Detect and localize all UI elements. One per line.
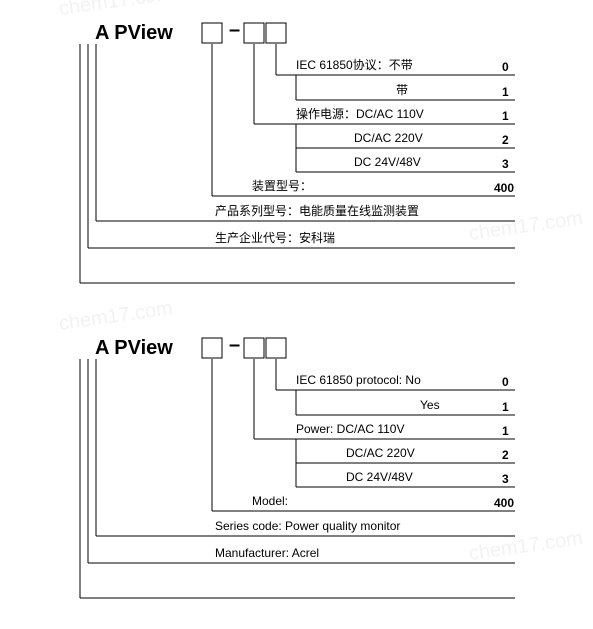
line-0-code: 0 [502, 375, 509, 389]
line-5-label: 装置型号： [252, 179, 312, 193]
model-prefix: A PView [95, 22, 173, 44]
model-dash: – [229, 19, 240, 41]
line-1-label: Yes [420, 398, 440, 412]
model-dash: – [229, 334, 240, 356]
model-prefix: A PView [95, 337, 173, 359]
line-0-label: IEC 61850 protocol: No [296, 373, 421, 387]
line-2-code: 1 [502, 109, 509, 123]
line-1-label: 带 [396, 83, 408, 97]
line-2-label: 操作电源：DC/AC 110V [296, 106, 424, 121]
placeholder-box-2 [266, 23, 286, 43]
line-5-label: Model: [252, 494, 288, 508]
line-3-code: 2 [502, 133, 509, 147]
line-2-code: 1 [502, 424, 509, 438]
line-3-label: DC/AC 220V [354, 131, 423, 145]
line-0-code: 0 [502, 60, 509, 74]
line-6-label: Series code: Power quality monitor [215, 519, 400, 533]
line-1-code: 1 [502, 85, 509, 99]
line-7-label: Manufacturer: Acrel [215, 546, 319, 560]
placeholder-box-0 [202, 338, 222, 358]
placeholder-box-0 [202, 23, 222, 43]
line-0-label: IEC 61850协议：不带 [296, 57, 413, 72]
line-3-label: DC/AC 220V [346, 446, 415, 460]
line-2-label: Power: DC/AC 110V [296, 422, 405, 436]
placeholder-box-1 [244, 23, 264, 43]
ordering-block-1: A PView – IEC 61850协议：不带 0 带 1 操作电源：DC/AC 110V… [80, 19, 515, 283]
placeholder-box-2 [266, 338, 286, 358]
line-4-label: DC 24V/48V [346, 470, 413, 484]
svg-text:chem17.com: chem17.com [468, 527, 584, 565]
line-5-code: 400 [494, 496, 514, 510]
line-7-label: 生产企业代号：安科瑞 [215, 230, 335, 245]
line-6-label: 产品系列型号：电能质量在线监测装置 [215, 204, 419, 218]
ordering-block-2: A PView – IEC 61850 protocol: No 0 Yes 1 Power… [80, 334, 515, 598]
line-3-code: 2 [502, 448, 509, 462]
line-1-code: 1 [502, 400, 509, 414]
svg-text:chem17.com: chem17.com [58, 297, 174, 335]
svg-text:chem17.com: chem17.com [468, 207, 584, 245]
line-4-label: DC 24V/48V [354, 155, 421, 169]
placeholder-box-1 [244, 338, 264, 358]
line-4-code: 3 [502, 472, 509, 486]
line-4-code: 3 [502, 157, 509, 171]
svg-text:chem17.com: chem17.com [58, 0, 174, 20]
line-5-code: 400 [494, 181, 514, 195]
